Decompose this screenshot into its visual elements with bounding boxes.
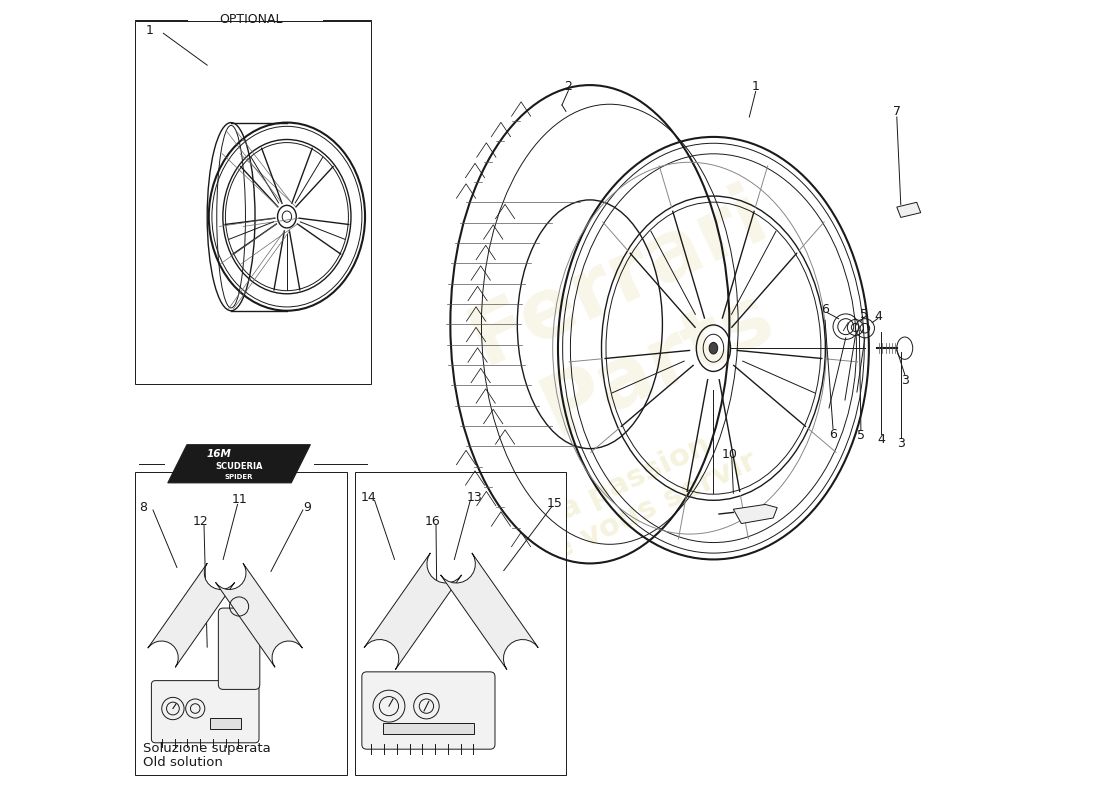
Text: la passion
de vous servir: la passion de vous servir <box>514 416 761 575</box>
FancyBboxPatch shape <box>219 608 260 690</box>
FancyBboxPatch shape <box>362 672 495 749</box>
Polygon shape <box>216 563 302 667</box>
Text: 6: 6 <box>829 428 837 441</box>
Text: 12: 12 <box>192 514 209 528</box>
Text: 8: 8 <box>140 501 147 514</box>
Polygon shape <box>364 553 462 670</box>
Polygon shape <box>734 505 778 523</box>
Text: 13: 13 <box>466 490 482 504</box>
Text: 10: 10 <box>722 448 737 461</box>
Text: 4: 4 <box>877 434 884 446</box>
Text: 11: 11 <box>231 493 248 506</box>
Text: 1: 1 <box>146 24 154 38</box>
FancyBboxPatch shape <box>354 472 565 774</box>
Text: OPTIONAL: OPTIONAL <box>219 14 283 26</box>
Polygon shape <box>147 563 234 667</box>
Text: SPIDER: SPIDER <box>224 474 253 480</box>
Text: 1: 1 <box>751 80 760 93</box>
Text: 16M: 16M <box>207 450 232 459</box>
Text: 5: 5 <box>860 308 868 321</box>
Ellipse shape <box>710 342 717 354</box>
Text: 4: 4 <box>874 310 882 322</box>
FancyBboxPatch shape <box>135 472 346 774</box>
Text: 16: 16 <box>425 514 441 528</box>
Polygon shape <box>167 445 310 483</box>
Text: SCUDERIA: SCUDERIA <box>216 462 263 470</box>
FancyBboxPatch shape <box>152 681 258 743</box>
Text: 3: 3 <box>901 374 909 386</box>
Bar <box>210 718 242 730</box>
Text: 2: 2 <box>564 80 572 93</box>
Text: 9: 9 <box>302 501 311 514</box>
Polygon shape <box>441 553 538 670</box>
Text: 14: 14 <box>361 490 376 504</box>
Text: 6: 6 <box>821 303 829 317</box>
Text: Soluzione superata: Soluzione superata <box>143 742 272 754</box>
Text: Old solution: Old solution <box>143 756 223 769</box>
FancyBboxPatch shape <box>135 22 371 384</box>
Text: 15: 15 <box>547 497 563 510</box>
Bar <box>383 723 474 734</box>
Polygon shape <box>896 202 921 218</box>
Text: 3: 3 <box>896 438 904 450</box>
Text: 7: 7 <box>893 105 901 118</box>
Text: Ferrari
Parts: Ferrari Parts <box>456 174 820 466</box>
Text: 5: 5 <box>857 430 865 442</box>
